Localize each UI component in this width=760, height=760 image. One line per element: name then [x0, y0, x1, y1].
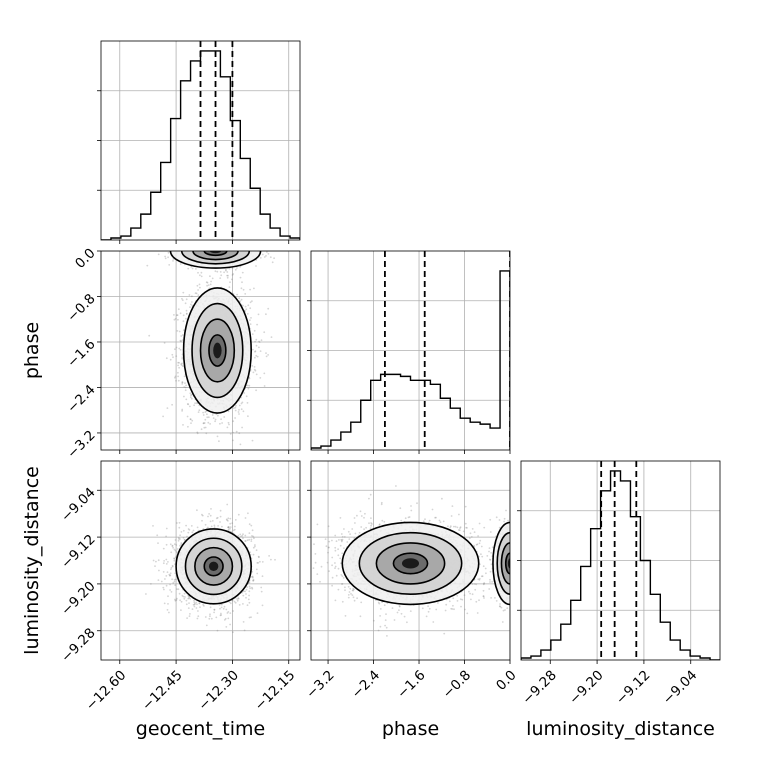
contour-luminosity_distance_vs_phase-main-3 [341, 521, 480, 606]
xtick-label-geocent_time-1: −12.45 [139, 667, 186, 714]
ytick-label-luminosity_distance-3: −9.04 [58, 485, 99, 526]
contour-phase_vs_geocent_time-main-0 [208, 334, 227, 367]
ytick-label-luminosity_distance-2: −9.12 [58, 531, 99, 572]
xtick-label-luminosity_distance-3: −9.04 [660, 667, 701, 708]
ytick-label-phase-0: −3.2 [64, 427, 98, 461]
contour-luminosity_distance_vs_geocent_time-main-0 [203, 556, 224, 577]
contour-phase_vs_geocent_time-main-3 [182, 287, 252, 414]
contour-luminosity_distance_vs_phase-main-2 [358, 531, 463, 595]
ytick-label-phase-1: −2.4 [64, 382, 98, 416]
contour-phase_vs_geocent_time-main-1 [199, 318, 236, 383]
xtick-label-geocent_time-3: −12.15 [252, 667, 299, 714]
histogram-luminosity_distance [521, 470, 720, 660]
contour-phase_vs_geocent_time-edge-0 [203, 251, 228, 257]
contour-phase_vs_geocent_time-edge-2 [180, 251, 251, 265]
xtick-label-phase-4: 0.0 [493, 667, 520, 694]
xtick-label-luminosity_distance-2: −9.12 [613, 667, 654, 708]
contour-luminosity_distance_vs_phase-edge-1 [500, 542, 510, 585]
xtick-label-phase-1: −2.4 [349, 667, 383, 701]
contour-luminosity_distance_vs_geocent_time-main-3 [175, 528, 252, 605]
ytick-label-phase-3: −0.8 [64, 291, 98, 325]
xaxis-title-geocent_time: geocent_time [136, 718, 265, 740]
contour-luminosity_distance_vs_geocent_time-main-1 [194, 546, 234, 586]
xtick-label-phase-2: −1.6 [394, 667, 428, 701]
contour-luminosity_distance_vs_geocent_time-main-2 [184, 537, 243, 596]
contour-phase_vs_geocent_time-edge-1 [192, 251, 239, 261]
contour-phase_vs_geocent_time-main-2 [191, 302, 244, 399]
ytick-label-luminosity_distance-0: −9.28 [58, 625, 99, 666]
xaxis-title-luminosity_distance: luminosity_distance [526, 718, 715, 740]
contour-phase_vs_geocent_time-edge-3 [169, 251, 262, 269]
xtick-label-geocent_time-2: −12.30 [195, 667, 242, 714]
xtick-label-phase-3: −0.8 [440, 667, 474, 701]
ytick-label-phase-4: 0.0 [72, 245, 99, 272]
xtick-label-luminosity_distance-0: −9.28 [519, 667, 560, 708]
xaxis-title-phase: phase [382, 718, 439, 740]
ytick-label-phase-2: −1.6 [64, 336, 98, 370]
contour-luminosity_distance_vs_phase-edge-0 [504, 552, 510, 575]
yaxis-title-luminosity_distance: luminosity_distance [21, 466, 43, 655]
yaxis-title-phase: phase [21, 322, 43, 379]
xtick-label-geocent_time-0: −12.60 [83, 667, 130, 714]
histogram-phase [311, 270, 510, 450]
xtick-label-phase-0: −3.2 [303, 667, 337, 701]
xtick-label-luminosity_distance-1: −9.20 [566, 667, 607, 708]
ytick-label-luminosity_distance-1: −9.20 [58, 578, 99, 619]
contour-luminosity_distance_vs_phase-main-0 [392, 552, 429, 575]
contour-luminosity_distance_vs_phase-main-1 [375, 542, 446, 585]
